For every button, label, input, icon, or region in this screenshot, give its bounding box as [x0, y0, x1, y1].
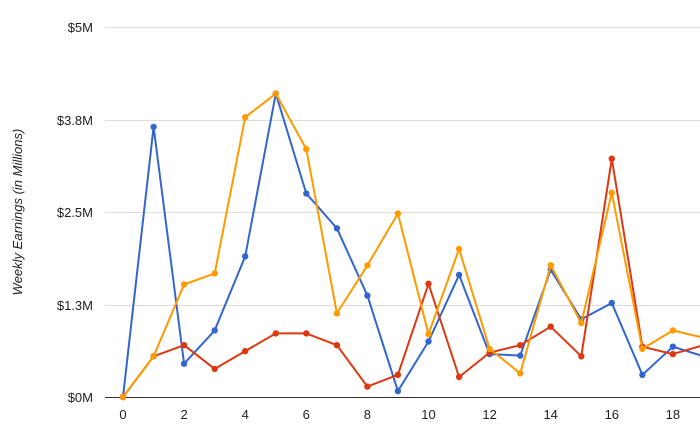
data-point: [303, 190, 310, 197]
data-point: [639, 345, 646, 353]
series-line: [122, 92, 700, 398]
data-point: [517, 342, 524, 349]
data-point: [364, 262, 371, 269]
data-point: [394, 210, 402, 217]
x-tick-label: 0: [119, 407, 126, 422]
y-tick-label: $0M: [68, 390, 93, 405]
y-tick-label: $5M: [68, 20, 93, 35]
data-point: [333, 310, 341, 317]
data-point: [180, 360, 188, 367]
data-point: [394, 371, 402, 378]
data-point: [242, 347, 249, 355]
data-point: [578, 353, 585, 360]
data-point: [578, 319, 585, 327]
y-tick-label: $3.8M: [57, 113, 93, 128]
x-tick-label: 18: [666, 407, 680, 422]
data-point: [272, 330, 279, 337]
data-point: [394, 387, 402, 395]
data-point: [211, 270, 218, 277]
data-point: [455, 373, 463, 381]
y-axis-title: Weekly Earnings (in Millions): [10, 129, 25, 296]
data-point: [455, 271, 463, 279]
x-axis-tick-labels: 0 2 4 6 8 10 12 14 16 18: [119, 407, 680, 422]
data-point: [242, 253, 249, 260]
x-tick-label: 8: [364, 407, 371, 422]
data-point: [180, 281, 188, 288]
data-point: [303, 330, 310, 337]
data-point: [272, 90, 279, 97]
data-point: [242, 114, 249, 121]
data-point: [517, 370, 524, 377]
data-point: [150, 123, 157, 131]
data-point: [180, 342, 188, 349]
x-tick-label: 12: [482, 407, 496, 422]
data-point: [333, 225, 341, 232]
data-point: [547, 262, 554, 269]
data-point: [211, 365, 218, 373]
data-point: [364, 292, 371, 299]
series-line: [122, 92, 700, 398]
data-point: [547, 323, 554, 330]
data-point: [425, 338, 432, 345]
gridlines: [105, 27, 700, 398]
series-line: [122, 157, 700, 398]
series-1: [119, 90, 700, 401]
data-point: [486, 345, 493, 353]
data-point: [608, 155, 615, 162]
series-3: [119, 90, 700, 401]
data-point: [455, 245, 463, 253]
y-tick-label: $1.3M: [57, 298, 93, 313]
data-point: [364, 383, 371, 390]
y-axis-tick-labels: $0M $1.3M $2.5M $3.8M $5M: [57, 20, 93, 405]
data-point: [303, 145, 310, 153]
data-point: [669, 327, 677, 334]
data-point: [333, 342, 341, 349]
data-point: [517, 352, 524, 359]
data-point: [425, 330, 432, 338]
data-point: [211, 327, 218, 334]
data-point: [669, 350, 677, 358]
data-point: [150, 353, 157, 360]
x-tick-label: 16: [605, 407, 619, 422]
x-tick-label: 4: [242, 407, 249, 422]
series-lines: [119, 90, 700, 401]
data-point: [425, 280, 432, 287]
data-point: [669, 343, 677, 350]
x-tick-label: 2: [180, 407, 187, 422]
x-tick-label: 10: [421, 407, 435, 422]
data-point: [119, 393, 127, 401]
x-tick-label: 14: [543, 407, 557, 422]
data-point: [639, 371, 646, 378]
x-tick-label: 6: [303, 407, 310, 422]
y-tick-label: $2.5M: [57, 205, 93, 220]
data-point: [608, 299, 615, 307]
data-point: [608, 189, 615, 196]
